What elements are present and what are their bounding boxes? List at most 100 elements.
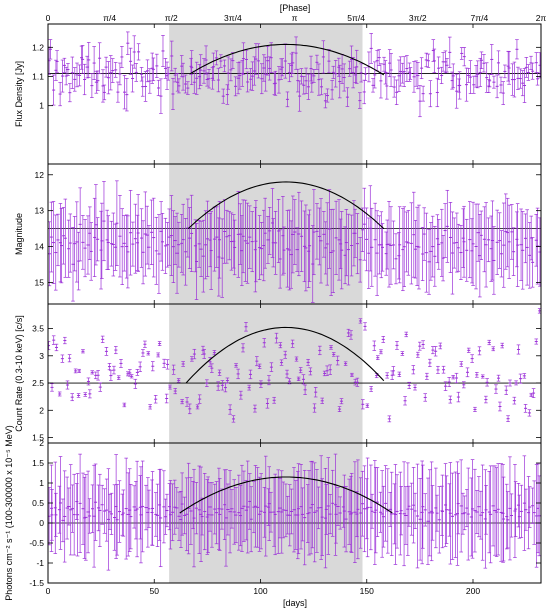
data-point: [90, 73, 94, 98]
data-point: [416, 351, 420, 358]
data-point: [456, 472, 461, 535]
data-point: [210, 482, 214, 548]
data-point: [165, 359, 170, 370]
data-point: [455, 212, 459, 273]
data-point: [297, 191, 301, 277]
data-point: [531, 388, 536, 398]
data-point: [245, 460, 250, 554]
data-point: [447, 36, 452, 69]
data-point: [464, 67, 469, 102]
data-point: [121, 489, 126, 537]
data-point: [120, 46, 124, 68]
y-tick-label: 0.5: [32, 498, 44, 508]
data-point: [379, 63, 383, 99]
data-point: [372, 61, 377, 89]
data-point: [441, 235, 445, 282]
data-point: [377, 215, 382, 275]
data-point: [360, 399, 365, 410]
data-point: [427, 469, 432, 557]
data-point: [78, 187, 82, 262]
data-point: [345, 87, 350, 107]
data-point: [464, 218, 469, 282]
data-point: [473, 468, 477, 553]
data-point: [475, 372, 479, 378]
data-point: [62, 57, 67, 73]
data-point: [77, 64, 82, 87]
data-point: [312, 68, 316, 83]
data-point: [132, 35, 137, 69]
data-point: [61, 207, 66, 265]
data-layer: [48, 308, 541, 423]
data-point: [75, 473, 80, 557]
data-point: [50, 489, 54, 541]
data-point: [428, 80, 433, 108]
data-point: [55, 50, 59, 73]
fit-curve: [187, 181, 385, 230]
data-point: [319, 78, 324, 96]
data-point: [241, 42, 246, 75]
data-point: [451, 63, 456, 89]
data-point: [107, 363, 112, 371]
data-point: [87, 498, 92, 534]
y-tick-label: 1: [39, 478, 44, 488]
data-point: [304, 67, 308, 94]
data-point: [256, 43, 261, 79]
data-point: [203, 210, 208, 280]
data-point: [138, 475, 143, 540]
data-point: [157, 341, 162, 346]
data-point: [248, 68, 253, 91]
data-point: [181, 62, 185, 91]
data-point: [49, 464, 54, 552]
data-point: [487, 339, 492, 346]
data-point: [240, 464, 244, 552]
data-point: [482, 54, 486, 73]
data-point: [519, 484, 524, 538]
data-point: [435, 494, 439, 532]
data-point: [100, 335, 105, 343]
data-point: [452, 217, 457, 269]
data-point: [180, 472, 184, 536]
data-point: [415, 463, 420, 569]
data-point: [290, 339, 295, 348]
data-point: [51, 74, 56, 106]
data-point: [501, 81, 506, 105]
data-point: [112, 365, 116, 375]
data-point: [420, 460, 424, 565]
data-point: [373, 460, 377, 565]
data-point: [114, 346, 118, 355]
data-point: [400, 351, 405, 356]
data-point: [527, 409, 532, 417]
data-point: [219, 54, 223, 68]
data-point: [280, 58, 285, 77]
data-point: [85, 55, 89, 79]
data-point: [358, 318, 363, 324]
data-point: [140, 460, 145, 553]
data-point: [447, 376, 451, 387]
data-point: [254, 200, 258, 283]
data-point: [317, 63, 321, 96]
data-point: [75, 201, 79, 283]
data-point: [159, 78, 163, 114]
data-point: [168, 480, 173, 550]
data-point: [199, 221, 203, 278]
data-point: [488, 465, 493, 564]
data-point: [322, 211, 326, 258]
data-point: [411, 365, 416, 375]
data-point: [106, 61, 111, 95]
data-point: [290, 51, 295, 74]
data-point: [380, 470, 384, 558]
data-point: [227, 211, 232, 261]
data-point: [313, 387, 318, 398]
data-point: [289, 488, 294, 535]
data-point: [448, 462, 453, 565]
data-point: [259, 473, 263, 550]
data-point: [413, 384, 417, 391]
data-point: [327, 189, 332, 269]
data-point: [358, 92, 362, 109]
data-point: [221, 88, 226, 104]
data-point: [296, 463, 301, 555]
data-point: [217, 369, 222, 376]
data-point: [177, 78, 181, 94]
data-point: [210, 363, 214, 373]
data-point: [515, 203, 520, 287]
